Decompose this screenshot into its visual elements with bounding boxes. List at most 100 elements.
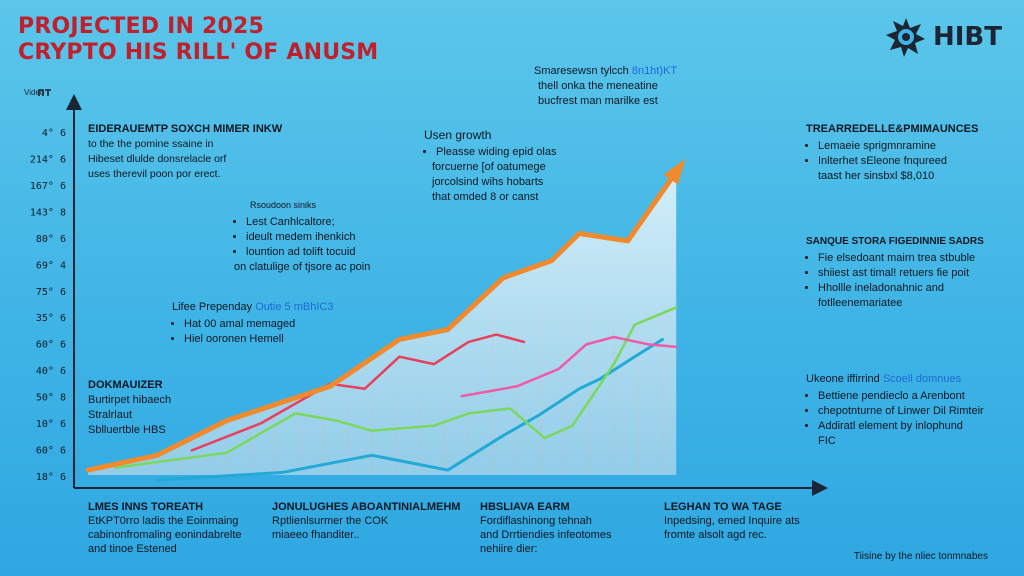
y-tick-label: 80° 6 [36,234,66,245]
y-tick-label: 69° 4 [36,260,66,271]
footer-1-line: EtKPT0rro ladis the Eoinmaing [88,515,239,527]
note-center-line: that omded 8 or canst [432,191,539,203]
note-right-top-extra: taast her sinsbxl $8,010 [818,170,935,182]
y-tick-label: 40° 6 [36,366,66,377]
red-series-line [190,333,526,452]
footer-4-line: Inpedsing, emed Inquire ats [664,515,800,527]
chart-title: PROJECTED IN 2025 CRYPTO HIS RILL' OF AN… [18,14,378,66]
note-right-top-header: TREARREDELLE&PMIMAUNCES [806,123,979,135]
note-left-low-highlight: Outie 5 mBhIC3 [255,301,334,313]
footer-column-3: HBSLIAVA EARM Fordiflashinong tehnah and… [480,500,650,556]
note-right-low-item: Addiratl element by inlophund [818,419,1018,434]
series-lines [85,158,686,482]
footer-4-header: LEGHAN TO WA TAGE [664,501,782,513]
note-right-top: TREARREDELLE&PMIMAUNCES Lemaeie sprigmnr… [806,122,1016,184]
footer-2-line: miaeeo fhanditer.. [272,529,360,541]
note-left-mid-item: Lest Canhlcaltore; [246,215,434,230]
y-tick-label: 18° 6 [36,472,66,483]
y-tick-label: 35° 6 [36,313,66,324]
y-tick-label: 60° 6 [36,446,66,457]
note-right-mid: SANQUE STORA FIGEDINNIE SADRS Fie elsedo… [806,234,1018,311]
y-tick-label: 4° 6 [42,128,66,139]
green-series-line [114,306,678,469]
note-left-mid-item: ideult medem ihenkich [246,230,434,245]
note-top: Smaresewsn tylcch 8n1ht)KT thell onka th… [534,64,774,109]
footer-column-1: LMES INNS TOREATH EtKPT0rro ladis the Eo… [88,500,268,556]
note-left-top-line-1: to the the pomine ssaine in [88,138,214,150]
note-right-low-highlight: Scoell domnues [882,373,962,385]
y-tick-label: 60° 6 [36,340,66,351]
note-right-mid-header: SANQUE STORA FIGEDINNIE SADRS [806,236,984,247]
note-center-item: Pleasse widing epid olas [436,145,594,160]
footer-2-line: Rptlienlsurmer the COK [272,515,389,527]
note-center-line: forcuerne [of oatumege [432,161,546,173]
footer-1-line: and tinoe Estened [88,543,177,555]
note-right-top-item: Inlterhet sEleone fnqureed [818,154,1016,169]
y-tick-label: 143° 8 [30,207,66,218]
note-right-mid-extra: fotlleenemariatee [818,297,903,309]
note-right-low-item: Bettiene pendieclo a Arenbont [818,389,1018,404]
footer-3-header: HBSLIAVA EARM [480,501,570,513]
footer-3-line: and Drrtiendies infeotomes [480,529,612,541]
footer-1-header: LMES INNS TOREATH [88,501,204,513]
note-left-top: EIDERAUEMTP SOXCH MIMER INKW to the the … [88,122,328,182]
brand-name: HIBT [933,22,1002,52]
note-center-line: jorcolsind wihs hobarts [432,176,544,188]
footer-4-line: fromte alsolt agd rec. [664,529,767,541]
title-line-2: CRYPTO HIS RILL' OF ANUSM [18,40,379,65]
brand: HIBT [885,16,1002,58]
note-left-bottom-line: Sblluertble HBS [88,424,166,436]
note-top-line-3: bucfrest man marilke est [538,95,658,107]
note-left-top-line-3: uses therevil poon por erect. [88,168,221,180]
note-right-low: Ukeone iffirrind Scoell domnues Bettiene… [806,372,1018,449]
y-tick-label: 75° 6 [36,287,66,298]
y-tick-label: 50° 8 [36,393,66,404]
note-left-bottom-line: Stralrlaut [88,409,133,421]
note-right-low-extra: FIC [818,435,836,447]
note-left-low-item: Hat 00 amal memaged [184,317,382,332]
small-logo-icon [38,89,51,96]
note-left-mid: Rsoudoon siniks Lest Canhlcaltore; ideul… [234,198,434,275]
footer-2-header: JONULUGHES ABOANTINIALMEHM [272,501,461,513]
footer-3-line: Fordiflashinong tehnah [480,515,592,527]
note-left-bottom: DOKMAUIZER Burtirpet hibaech Stralrlaut … [88,378,228,438]
note-left-bottom-line: Burtirpet hibaech [88,394,172,406]
note-right-mid-item: Hhollle ineladonahnic and [818,281,1018,296]
orange-area-fill [88,171,677,475]
credit: Tiisine by the nliec tonmnabes [853,551,988,562]
orange-trend-arrowhead [663,158,686,185]
y-tick-label: 167° 6 [30,181,66,192]
note-left-low-header: Lifee Prependay [172,301,253,313]
video-label: Video [24,88,45,97]
note-center-header: Usen growth [424,128,492,142]
y-tick-labels: 4° 6 214° 6 167° 6 143° 8 80° 6 69° 4 75° 6 35°… [30,128,66,483]
footer-column-2: JONULUGHES ABOANTINIALMEHM Rptlienlsurme… [272,500,472,542]
note-right-mid-item: Fie elsedoant mairn trea stbuble [818,251,1018,266]
note-left-low: Lifee Prependay Outie 5 mBhIC3 Hat 00 am… [172,300,382,347]
footer-column-4: LEGHAN TO WA TAGE Inpedsing, emed Inquir… [664,500,834,542]
note-left-mid-item: lountion ad tolift tocuid [246,245,434,260]
y-tick-label: 10° 6 [36,419,66,430]
note-top-line-2: thell onka the meneatine [538,80,658,92]
note-right-top-item: Lemaeie sprigmnramine [818,139,1016,154]
note-right-low-item: chepotnturne of Linwer Dil Rimteir [818,404,1018,419]
note-top-highlight: 8n1ht)KT [631,65,678,77]
footer-1-line: cabinonfromaling eonindabrelte [88,529,242,541]
star-gear-icon [886,18,925,57]
y-tick-label: 214° 6 [30,154,66,165]
note-left-low-item: Hiel ooronen Hemell [184,332,382,347]
footer-3-line: nehiire dier: [480,543,538,555]
title-line-1: PROJECTED IN 2025 [18,14,264,39]
note-left-mid-extra: on clatulige of tjsore ac poin [234,261,371,273]
note-left-top-header: EIDERAUEMTP SOXCH MIMER INKW [88,123,283,135]
note-top-line-1: Smaresewsn tylcch [534,65,629,77]
note-left-bottom-header: DOKMAUIZER [88,379,163,391]
note-center: Usen growth Pleasse widing epid olas for… [424,128,594,205]
orange-series-line [85,169,679,473]
note-right-mid-item: shiiest ast timal! retuers fie poit [818,266,1018,281]
note-right-low-header: Ukeone iffirrind [806,373,880,385]
pink-series-line [460,335,678,398]
note-left-mid-header: Rsoudoon siniks [250,200,317,210]
note-left-top-line-2: Hibeset dlulde donsrelacle orf [88,153,227,165]
